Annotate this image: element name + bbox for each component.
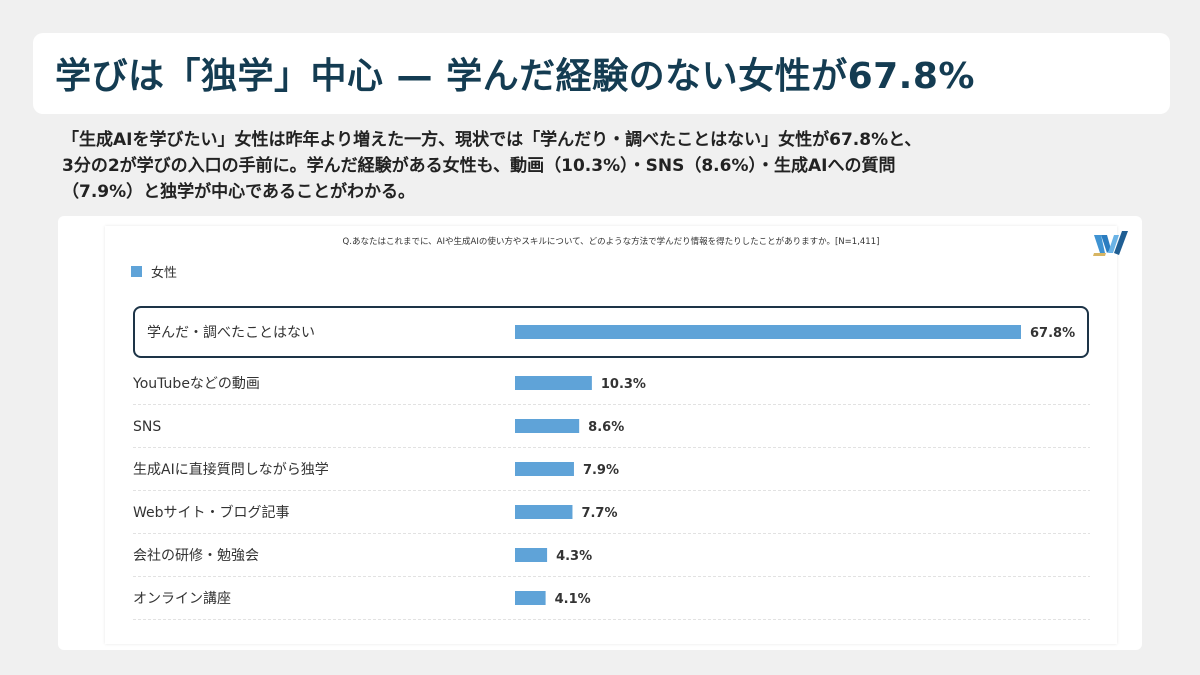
value-label: 7.9%	[583, 463, 619, 478]
highlight-box	[133, 306, 1089, 358]
survey-question: Q.あなたはこれまでに、AIや生成AIの使い方やスキルについて、どのような方法で…	[342, 237, 880, 247]
chart-card: Q.あなたはこれまでに、AIや生成AIの使い方やスキルについて、どのような方法で…	[58, 216, 1142, 650]
bar	[515, 591, 546, 605]
value-label: 4.3%	[556, 549, 592, 564]
value-label: 8.6%	[588, 420, 624, 435]
category-label: 会社の研修・勉強会	[133, 548, 259, 564]
value-label: 7.7%	[581, 506, 617, 521]
category-label: SNS	[133, 419, 161, 435]
legend-label: 女性	[151, 266, 178, 281]
bar	[515, 462, 574, 476]
bar	[515, 325, 1021, 339]
bar-chart: 学んだ・調べたことはない 67.8% YouTubeなどの動画 10.3% SNS 8.6…	[132, 306, 1090, 620]
summary-text: 「生成AIを学びたい」女性は昨年より増えた一方、現状では「学んだり・調べたことは…	[62, 127, 1152, 205]
summary-line-3: （7.9%）と独学が中心であることがわかる。	[62, 182, 415, 202]
chart-panel: Q.あなたはこれまでに、AIや生成AIの使い方やスキルについて、どのような方法で…	[105, 226, 1128, 644]
category-label: オンライン講座	[133, 591, 231, 607]
category-label: Webサイト・ブログ記事	[133, 504, 290, 521]
bar	[515, 548, 548, 562]
chart-legend: 女性	[131, 262, 177, 281]
bar	[515, 376, 592, 390]
summary-line-1: 「生成AIを学びたい」女性は昨年より増えた一方、現状では「学んだり・調べたことは…	[62, 130, 922, 150]
w-logo-icon	[1093, 231, 1128, 256]
title-card: 学びは「独学」中心 — 学んだ経験のない女性が67.8%	[33, 33, 1170, 114]
category-label: 学んだ・調べたことはない	[147, 325, 315, 341]
value-label: 67.8%	[1030, 326, 1075, 341]
summary-line-2: 3分の2が学びの入口の手前に。学んだ経験がある女性も、動画（10.3%）・SNS…	[62, 156, 896, 176]
bar	[515, 505, 573, 519]
bar	[515, 419, 580, 433]
page-title: 学びは「独学」中心 — 学んだ経験のない女性が67.8%	[55, 56, 975, 97]
category-label: YouTubeなどの動画	[132, 376, 260, 392]
legend-swatch	[131, 266, 142, 277]
value-label: 10.3%	[601, 377, 646, 392]
value-label: 4.1%	[555, 592, 591, 607]
category-label: 生成AIに直接質問しながら独学	[133, 461, 329, 478]
